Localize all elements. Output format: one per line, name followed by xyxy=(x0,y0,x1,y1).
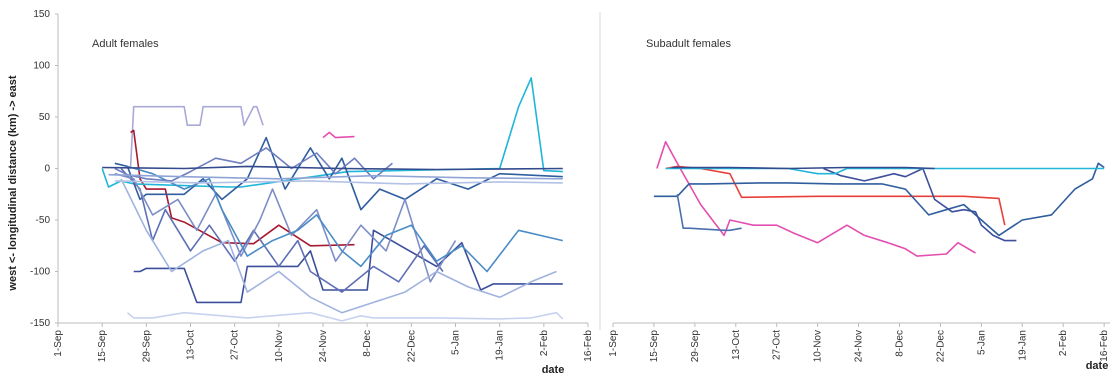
x-tick-label: 2-Feb xyxy=(539,330,550,357)
x-tick-label: 19-Jan xyxy=(495,330,506,361)
x-tick-label: 5-Jan xyxy=(976,330,987,355)
x-tick-label: 29-Sep xyxy=(690,330,701,363)
y-tick-label: 50 xyxy=(39,112,51,123)
subadult-females-panel: Subadult females date 1-Sep 15-Sep 29-Sep 1… xyxy=(608,38,1110,372)
chart-title: Adult females xyxy=(92,38,159,50)
x-tick-label: 5-Jan xyxy=(451,330,462,355)
x-tick-label: 13-Oct xyxy=(186,330,197,360)
series-line-3 xyxy=(322,131,355,139)
series-line-3 xyxy=(676,194,742,232)
x-tick-label: 15-Sep xyxy=(649,330,660,363)
x-tick-label: 1-Sep xyxy=(53,330,64,357)
y-tick-label: 100 xyxy=(33,61,50,72)
x-tick-label: 15-Sep xyxy=(97,330,108,363)
x-tick-label: 1-Sep xyxy=(608,330,619,357)
series-line-2 xyxy=(101,77,563,188)
y-axis-label: west <- longitudinal distance (km) -> ea… xyxy=(7,75,19,291)
series-line-4 xyxy=(823,167,1017,242)
series-line-2 xyxy=(653,162,1105,237)
series-line-5 xyxy=(114,136,563,211)
x-tick-label: 10-Nov xyxy=(813,330,824,362)
y-tick-label: -50 xyxy=(36,215,51,226)
x-tick-label: 22-Dec xyxy=(935,330,946,362)
x-axis-label: date xyxy=(1086,360,1109,372)
series-line-9 xyxy=(126,311,564,322)
x-tick-labels: 1-Sep 15-Sep 29-Sep 13-Oct 27-Oct 10-Nov 24-No… xyxy=(53,323,594,362)
x-axis-label: date xyxy=(542,364,565,376)
series-line-11 xyxy=(114,147,393,182)
y-tick-label: 150 xyxy=(33,9,50,20)
x-tick-label: 8-Dec xyxy=(895,330,906,357)
y-tick-label: -150 xyxy=(30,318,50,329)
series-line-4 xyxy=(133,229,563,304)
x-tick-labels: 1-Sep 15-Sep 29-Sep 13-Oct 27-Oct 10-Nov 24-No… xyxy=(608,323,1110,362)
x-tick-label: 24-Nov xyxy=(854,330,865,362)
y-tick-label: -100 xyxy=(30,267,50,278)
series-line-13 xyxy=(108,173,563,180)
y-tick-labels: 150 100 50 0 -50 -100 -150 xyxy=(30,9,58,329)
series-line-7 xyxy=(114,172,457,283)
x-tick-label: 16-Feb xyxy=(1099,330,1110,362)
x-tick-label: 13-Oct xyxy=(731,330,742,360)
x-tick-label: 16-Feb xyxy=(583,330,594,362)
series-line-1 xyxy=(130,129,355,247)
x-tick-label: 27-Oct xyxy=(772,330,783,360)
series-line-14 xyxy=(114,180,563,185)
series-lines xyxy=(101,77,564,322)
x-tick-label: 27-Oct xyxy=(230,330,241,360)
x-tick-label: 2-Feb xyxy=(1058,330,1069,357)
series-line-6 xyxy=(671,166,935,170)
x-tick-label: 19-Jan xyxy=(1017,330,1028,361)
series-line-0 xyxy=(129,105,264,167)
x-tick-label: 8-Dec xyxy=(362,330,373,357)
series-line-8 xyxy=(120,178,557,314)
series-line-6 xyxy=(120,167,444,293)
series-line-12 xyxy=(102,165,563,171)
series-line-10 xyxy=(127,165,563,273)
x-tick-label: 10-Nov xyxy=(274,330,285,362)
x-tick-label: 24-Nov xyxy=(318,330,329,362)
x-tick-label: 22-Dec xyxy=(406,330,417,362)
series-lines xyxy=(653,140,1105,257)
series-line-0 xyxy=(656,140,976,257)
y-tick-label: 0 xyxy=(44,164,50,175)
chart-title: Subadult females xyxy=(646,38,731,50)
x-tick-label: 29-Sep xyxy=(141,330,152,363)
